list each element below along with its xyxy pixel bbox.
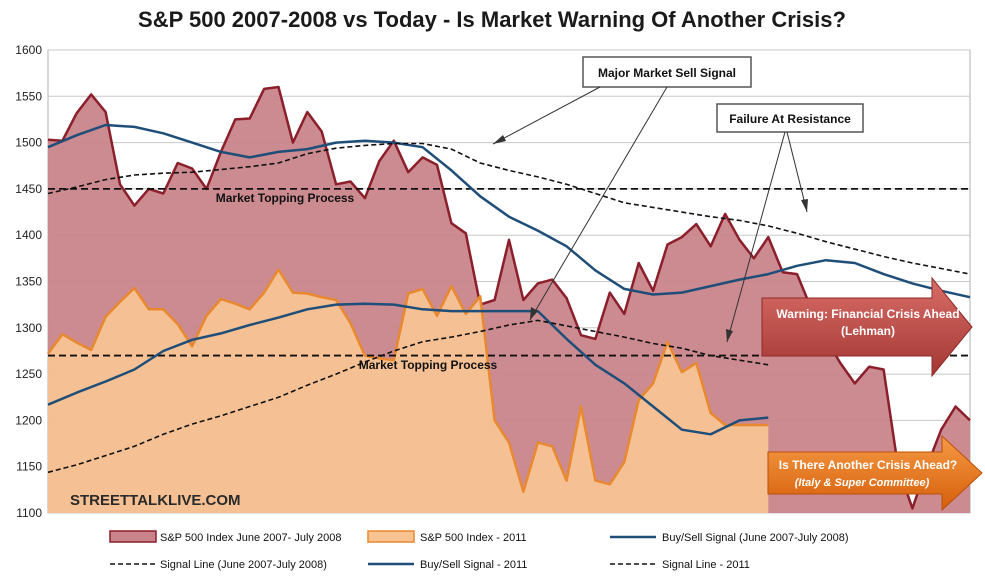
legend-item-sp500-2007: S&P 500 Index June 2007- July 2008 [109, 530, 341, 544]
annotation-sell-signal: Major Market Sell Signal [492, 56, 752, 321]
ytick-label-1600: 1600 [15, 43, 42, 57]
ytick-label-1350: 1350 [15, 275, 42, 289]
ytick-label-1450: 1450 [15, 182, 42, 196]
legend-item-signal-2011: Signal Line - 2011 [610, 559, 750, 571]
legend-item-sp500-2011: S&P 500 Index - 2011 [367, 530, 527, 544]
line-series [47, 123, 971, 474]
annotation-resistance-arrow-1 [786, 131, 808, 213]
ytick-label-1100: 1100 [16, 506, 42, 520]
legend: S&P 500 Index June 2007- July 2008 S&P 5… [109, 530, 849, 571]
annotation-sell-signal-arrow-1 [492, 86, 601, 145]
topping-label-2007: Market Topping Process [216, 191, 355, 205]
legend-swatch-sp500-2011 [367, 530, 415, 543]
y-axis-ticks: 1100 1150 1200 1250 1300 1350 1400 1450 1500 1550… [15, 43, 42, 520]
ytick-label-1250: 1250 [15, 367, 42, 381]
callout-lehman-arrow: Warning: Financial Crisis Ahead (Lehman) [761, 276, 973, 378]
watermark: STREETTALKLIVE.COM [70, 492, 241, 509]
annotation-resistance: Failure At Resistance [716, 103, 864, 343]
annotation-resistance-text: Failure At Resistance [729, 112, 851, 126]
ytick-label-1150: 1150 [16, 460, 42, 474]
legend-item-buysell-2011: Buy/Sell Signal - 2011 [368, 559, 527, 571]
area-outline-sp500-2011 [46, 268, 769, 493]
callout-crisis-line1: Is There Another Crisis Ahead? [779, 458, 957, 472]
callout-lehman-line2: (Lehman) [841, 324, 895, 338]
series-line-buysell-2007 [47, 123, 971, 299]
ytick-label-1400: 1400 [15, 228, 42, 242]
series-dashed-signal-2011 [47, 319, 769, 474]
series-line-buysell-2011 [47, 302, 769, 436]
callout-crisis-line2: (Italy & Super Committee) [795, 477, 930, 489]
series-dashed-signal-2007 [47, 142, 971, 275]
legend-label-signal-2007: Signal Line (June 2007-July 2008) [160, 559, 327, 571]
ytick-label-1550: 1550 [15, 89, 42, 103]
callout-crisis-arrow: Is There Another Crisis Ahead? (Italy & … [767, 434, 983, 512]
annotation-sell-signal-arrow-2 [529, 86, 668, 321]
legend-label-buysell-2011: Buy/Sell Signal - 2011 [420, 559, 527, 571]
legend-label-buysell-2007: Buy/Sell Signal (June 2007-July 2008) [662, 532, 849, 544]
annotation-resistance-arrow-2 [726, 131, 786, 343]
legend-label-signal-2011: Signal Line - 2011 [662, 559, 750, 571]
ytick-label-1200: 1200 [15, 413, 42, 427]
callout-lehman-line1: Warning: Financial Crisis Ahead [776, 307, 959, 321]
legend-label-sp500-2011: S&P 500 Index - 2011 [420, 532, 527, 544]
legend-item-buysell-2007: Buy/Sell Signal (June 2007-July 2008) [610, 532, 849, 544]
annotation-sell-signal-text: Major Market Sell Signal [598, 66, 736, 80]
legend-label-sp500-2007: S&P 500 Index June 2007- July 2008 [160, 532, 341, 544]
legend-swatch-sp500-2007 [109, 530, 157, 543]
ytick-label-1300: 1300 [15, 321, 42, 335]
chart-title: S&P 500 2007-2008 vs Today - Is Market W… [138, 7, 846, 32]
legend-item-signal-2007: Signal Line (June 2007-July 2008) [110, 559, 327, 571]
topping-label-2011: Market Topping Process [359, 358, 498, 372]
ytick-label-1500: 1500 [15, 136, 42, 150]
